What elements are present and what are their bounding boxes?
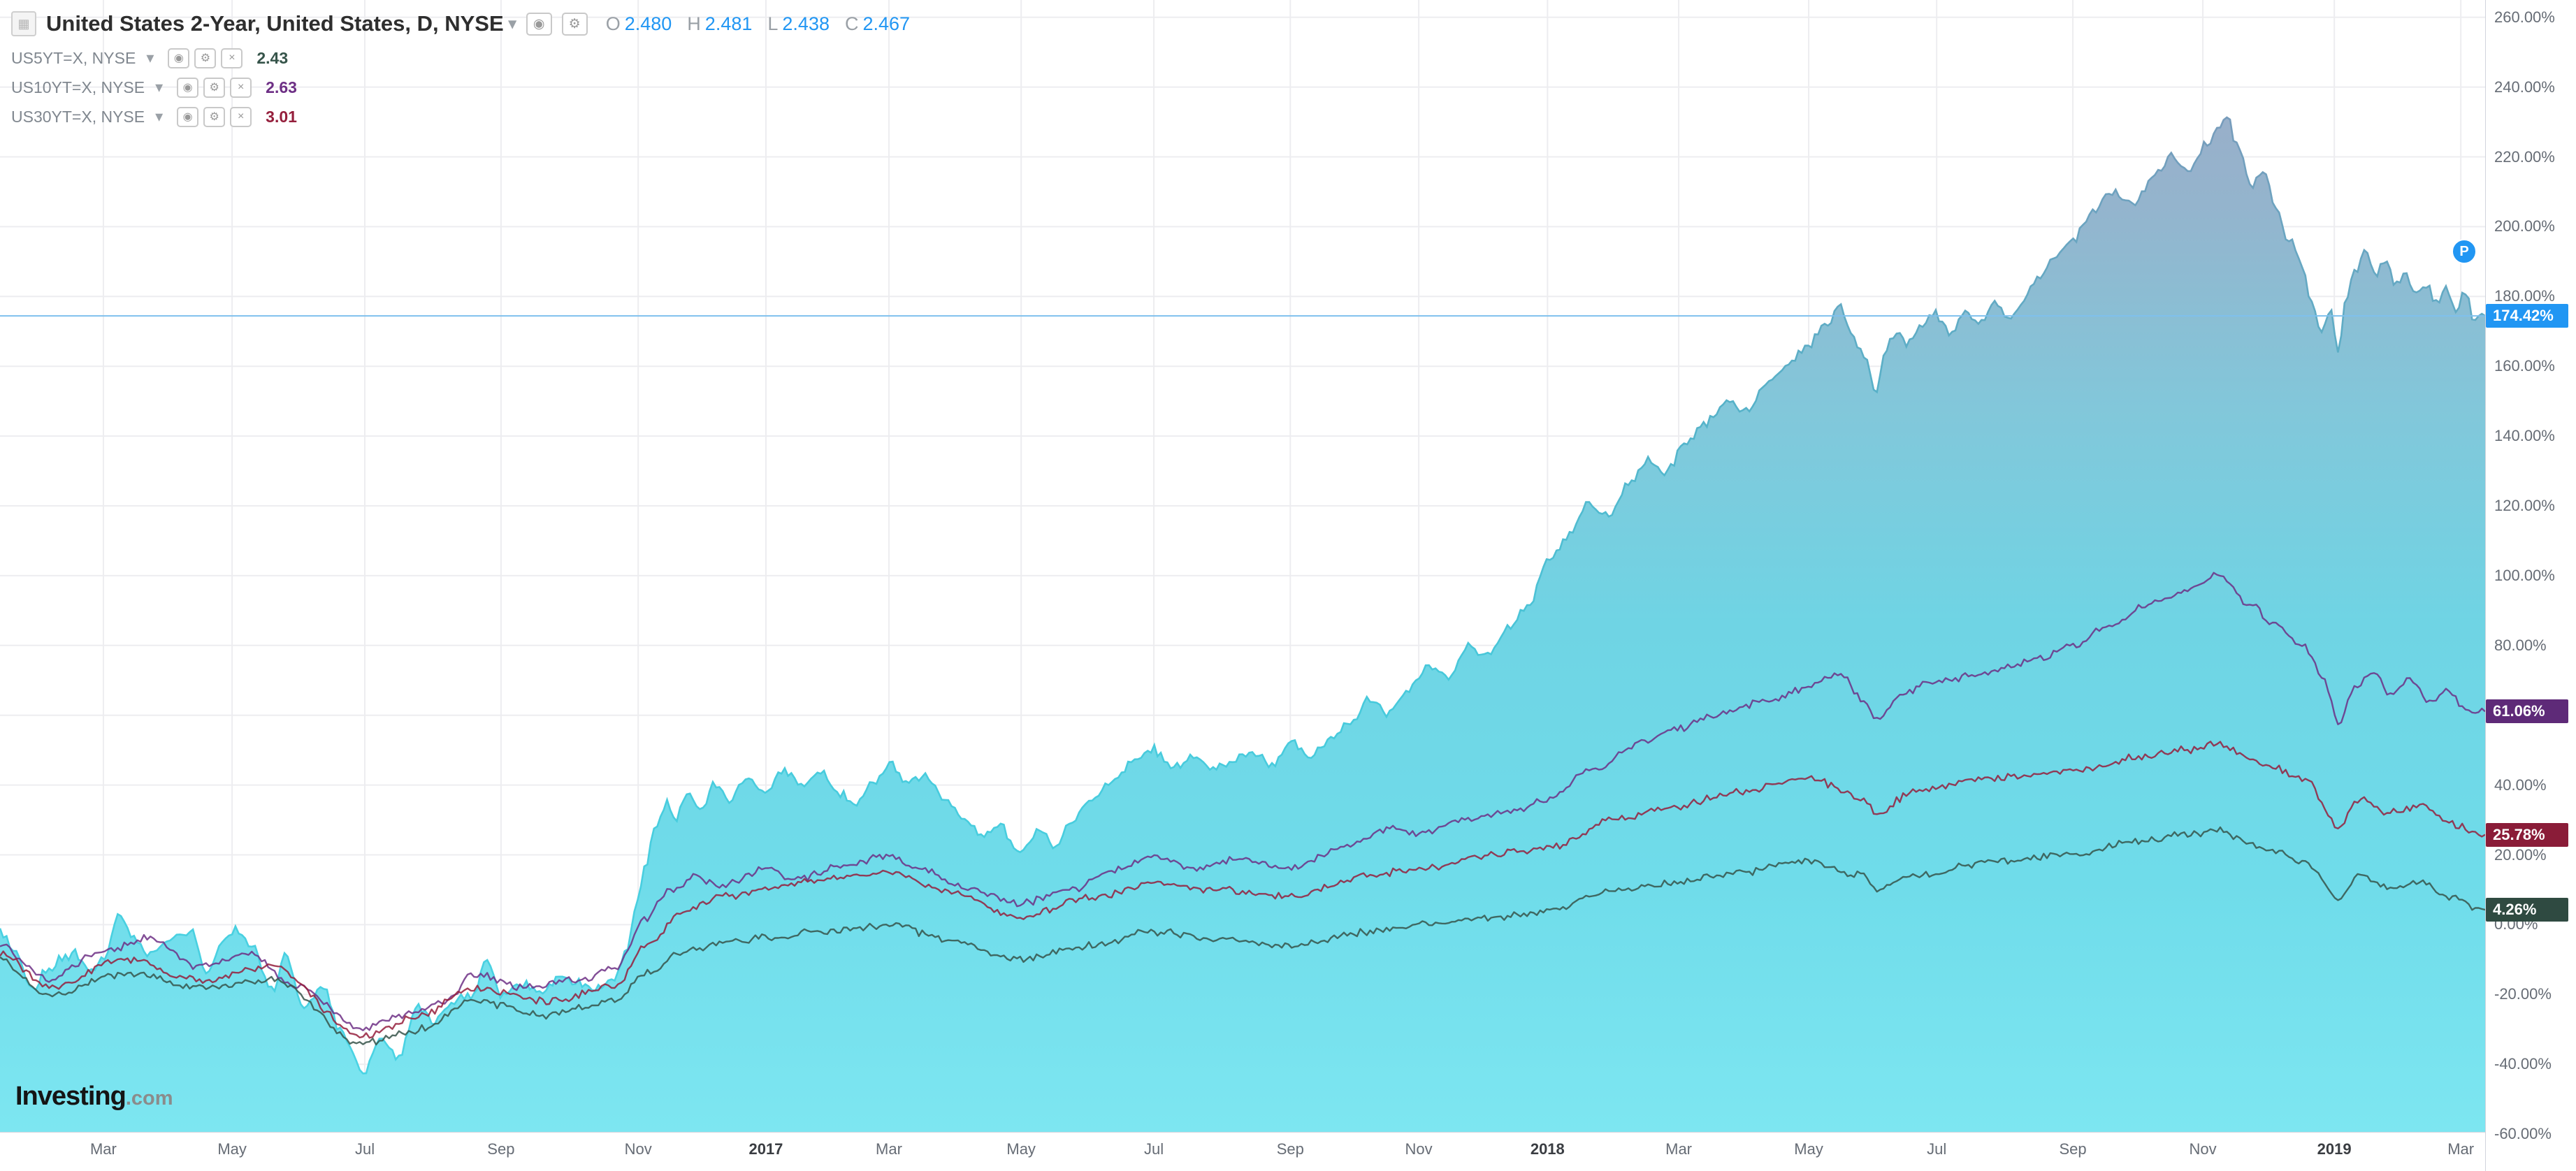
legend-row-us5yt: US5YT=X, NYSE ▾ ◉ ⚙ × 2.43 bbox=[11, 43, 297, 73]
legend-row-us30yt: US30YT=X, NYSE ▾ ◉ ⚙ × 3.01 bbox=[11, 102, 297, 131]
y-axis-label: -60.00% bbox=[2494, 1125, 2552, 1143]
visibility-toggle-icon[interactable]: ◉ bbox=[177, 77, 199, 98]
x-axis-label: Mar bbox=[1665, 1140, 1693, 1158]
overlay-legend: US5YT=X, NYSE ▾ ◉ ⚙ × 2.43 US10YT=X, NYSE ▾ ◉ ⚙ × 2… bbox=[11, 43, 297, 131]
ohlc-L: L 2.438 bbox=[767, 13, 830, 35]
logo-text-suffix: .com bbox=[125, 1087, 173, 1110]
price-label-US10YT-X: 61.06% bbox=[2486, 699, 2568, 724]
ohlc-letter: L bbox=[767, 13, 779, 34]
ohlc-value: 2.481 bbox=[704, 13, 753, 34]
legend-actions: ◉ ⚙ × bbox=[168, 48, 243, 68]
x-axis-label: May bbox=[1794, 1140, 1823, 1158]
chevron-down-icon: ▾ bbox=[155, 78, 164, 96]
x-axis-label: May bbox=[217, 1140, 247, 1158]
y-axis-label: -40.00% bbox=[2494, 1055, 2552, 1073]
y-axis-label: 20.00% bbox=[2494, 845, 2547, 864]
chart-title[interactable]: United States 2-Year, United States, D, … bbox=[46, 11, 516, 36]
x-axis-label: Jul bbox=[1143, 1140, 1164, 1158]
logo-text-main: Investing bbox=[15, 1082, 126, 1111]
legend-symbol[interactable]: US10YT=X, NYSE bbox=[11, 78, 145, 96]
x-axis-label: 2019 bbox=[2317, 1140, 2352, 1158]
ohlc-letter: H bbox=[687, 13, 701, 34]
ohlc-value: 2.480 bbox=[624, 13, 672, 34]
line-series-US5YT-X bbox=[0, 826, 2485, 1046]
ohlc-C: C 2.467 bbox=[845, 13, 910, 35]
y-axis-label: 80.00% bbox=[2494, 636, 2547, 654]
x-axis-label: Sep bbox=[1276, 1140, 1304, 1158]
x-axis-label: Nov bbox=[2189, 1140, 2217, 1158]
ohlc-letter: O bbox=[605, 13, 621, 34]
ohlc-O: O 2.480 bbox=[606, 13, 672, 35]
x-axis-label: 2017 bbox=[748, 1140, 783, 1158]
y-axis-label: 220.00% bbox=[2494, 147, 2555, 166]
ohlc-letter: C bbox=[844, 13, 859, 34]
ohlc-values: O 2.480 H 2.481 L 2.438 C 2.467 bbox=[606, 13, 910, 35]
y-axis-label: 140.00% bbox=[2494, 427, 2555, 445]
x-axis-label: Jul bbox=[1927, 1140, 1947, 1158]
legend-row-us10yt: US10YT=X, NYSE ▾ ◉ ⚙ × 2.63 bbox=[11, 73, 297, 102]
line-series-US30YT-X bbox=[0, 741, 2485, 1039]
settings-gear-icon[interactable]: ⚙ bbox=[194, 48, 217, 68]
legend-actions: ◉ ⚙ × bbox=[177, 106, 252, 127]
visibility-toggle-icon[interactable]: ◉ bbox=[177, 106, 199, 127]
chevron-down-icon: ▾ bbox=[155, 108, 164, 125]
x-axis-label: 2018 bbox=[1530, 1140, 1565, 1158]
x-axis-label: Nov bbox=[624, 1140, 652, 1158]
remove-icon[interactable]: × bbox=[221, 48, 243, 68]
y-axis-label: 200.00% bbox=[2494, 217, 2555, 235]
price-label-US5YT-X: 4.26% bbox=[2486, 898, 2568, 922]
x-axis-label: Nov bbox=[1405, 1140, 1433, 1158]
y-axis-label: 240.00% bbox=[2494, 78, 2555, 96]
chart-menu-icon[interactable]: ▦ bbox=[11, 11, 36, 36]
ohlc-value: 2.438 bbox=[782, 13, 830, 34]
y-axis-label: 180.00% bbox=[2494, 287, 2555, 305]
chevron-down-icon: ▾ bbox=[146, 49, 154, 66]
price-chart-canvas[interactable] bbox=[0, 0, 2485, 1132]
legend-symbol[interactable]: US5YT=X, NYSE bbox=[11, 48, 136, 67]
legend-value: 2.63 bbox=[266, 78, 297, 96]
chart-title-text: United States 2-Year, United States, D, … bbox=[46, 11, 504, 36]
ohlc-value: 2.467 bbox=[862, 13, 911, 34]
x-axis-label: Jul bbox=[354, 1140, 375, 1158]
time-axis[interactable]: Mar May Jul Sep Nov 2017 Mar May Jul Sep Nov 2018 Ma… bbox=[0, 1132, 2485, 1171]
visibility-toggle-icon[interactable]: ◉ bbox=[526, 12, 552, 36]
ohlc-H: H 2.481 bbox=[687, 13, 752, 35]
y-axis-label: 40.00% bbox=[2494, 776, 2547, 794]
y-axis-label: -20.00% bbox=[2494, 985, 2552, 1003]
price-label-US-2-Year: 174.42% bbox=[2486, 304, 2568, 328]
remove-icon[interactable]: × bbox=[230, 106, 252, 127]
y-axis-label: 160.00% bbox=[2494, 357, 2555, 375]
y-axis-label: 100.00% bbox=[2494, 566, 2555, 584]
chart-header: ▦ United States 2-Year, United States, D… bbox=[11, 11, 910, 36]
x-axis-label: Sep bbox=[2059, 1140, 2087, 1158]
y-axis-label: 260.00% bbox=[2494, 8, 2555, 26]
chevron-down-icon: ▾ bbox=[508, 15, 516, 32]
settings-gear-icon[interactable]: ⚙ bbox=[561, 12, 588, 36]
area-series-edge bbox=[0, 116, 2485, 1075]
settings-gear-icon[interactable]: ⚙ bbox=[203, 106, 226, 127]
legend-symbol[interactable]: US30YT=X, NYSE bbox=[11, 107, 145, 126]
settings-gear-icon[interactable]: ⚙ bbox=[203, 77, 226, 98]
line-series-US10YT-X bbox=[0, 572, 2485, 1031]
y-axis-label: 120.00% bbox=[2494, 497, 2555, 514]
p-badge-icon[interactable]: P bbox=[2452, 239, 2477, 264]
x-axis-label: Mar bbox=[2447, 1140, 2475, 1158]
x-axis-label: Mar bbox=[89, 1140, 117, 1158]
x-axis-label: Mar bbox=[876, 1140, 902, 1158]
price-axis[interactable]: 260.00% 240.00% 220.00% 200.00% 180.00% 160.0… bbox=[2485, 0, 2576, 1171]
x-axis-label: Sep bbox=[487, 1140, 515, 1158]
visibility-toggle-icon[interactable]: ◉ bbox=[168, 48, 190, 68]
price-label-US30YT-X: 25.78% bbox=[2486, 822, 2568, 847]
remove-icon[interactable]: × bbox=[230, 77, 252, 98]
x-axis-label: May bbox=[1006, 1140, 1036, 1158]
investing-logo: Investing .com bbox=[15, 1082, 173, 1112]
legend-value: 3.01 bbox=[266, 107, 297, 126]
area-series-us-2-year bbox=[0, 117, 2485, 1132]
legend-value: 2.43 bbox=[256, 48, 289, 67]
legend-actions: ◉ ⚙ × bbox=[177, 77, 252, 98]
